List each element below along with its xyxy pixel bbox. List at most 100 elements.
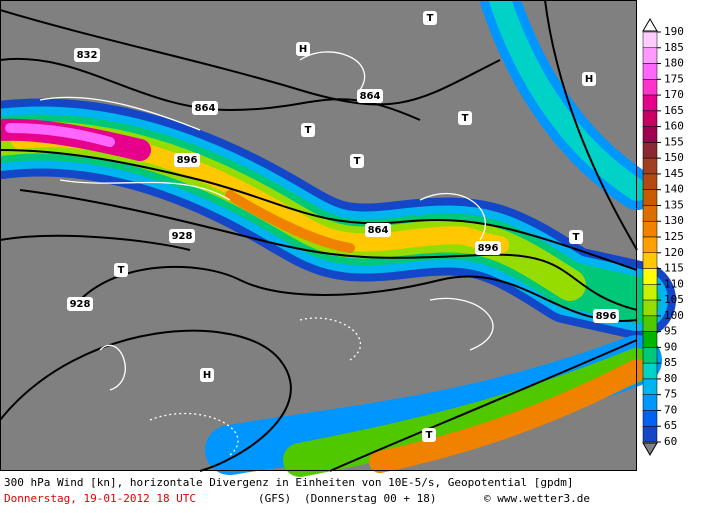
label-box [357,89,383,103]
colorbar-top-arrow [642,18,658,32]
colorbar-segment [642,236,658,254]
contour-label: T [573,232,580,243]
contour-label: 864 [368,225,389,236]
colorbar-label: 145 [664,167,684,180]
colorbar-label: 90 [664,340,677,353]
contour-label: 896 [596,311,617,322]
colorbar-segment [642,252,658,269]
colorbar-label: 175 [664,72,684,85]
label-box [365,223,391,237]
label-box [422,428,436,442]
caption-credit: © www.wetter3.de [484,492,590,505]
colorbar-segment [642,284,658,301]
label-box [296,42,310,56]
label-box [114,263,128,277]
colorbar-segment [642,331,658,348]
contour-label: T [118,265,125,276]
caption-run: (Donnerstag 00 + 18) [304,492,436,505]
colorbar-label: 155 [664,135,684,148]
contour-label: 928 [172,231,193,242]
map: 832 864 864 896 864 896 928 928 896 H H H T T T T T T T [0,0,676,477]
colorbar-segment [642,205,658,222]
colorbar-segment [642,47,658,64]
colorbar-label: 75 [664,388,677,401]
colorbar-label: 110 [664,277,684,290]
colorbar-segment [642,378,658,395]
label-box [200,368,214,382]
label-box [192,101,218,115]
colorbar-label: 190 [664,25,684,38]
colorbar-label: 125 [664,230,684,243]
caption-date: Donnerstag, 19-01-2012 18 UTC [4,492,196,505]
colorbar-segment [642,94,658,112]
label-box [301,123,315,137]
colorbar-segment [642,347,658,364]
contour-label: 864 [195,103,216,114]
colorbar-label: 120 [664,246,684,259]
colorbar-label: 115 [664,262,684,275]
contour-label: T [354,156,361,167]
label-box [350,154,364,168]
caption-line: 300 hPa Wind [kn], horizontale Divergenz… [4,476,574,489]
colorbar-segment [642,157,658,175]
divergence-contours [39,51,494,456]
colorbar-segment [642,189,658,206]
label-box [67,297,93,311]
contour-label: T [462,113,469,124]
colorbar-segment [642,315,658,332]
colorbar-segment [642,31,658,49]
contour-label: T [427,13,434,24]
label-box [169,229,195,243]
map-frame [0,0,637,471]
contour-label: H [203,370,211,381]
colorbar-segment [642,79,658,96]
colorbar-label: 165 [664,104,684,117]
colorbar-segment [642,126,658,143]
colorbar-segment [642,299,658,317]
label-box [423,11,437,25]
colorbar-label: 95 [664,325,677,338]
colorbar-label: 185 [664,41,684,54]
colorbar-segment [642,268,658,285]
contour-label: T [426,430,433,441]
label-box [174,153,200,167]
colorbar-label: 150 [664,151,684,164]
contour-label: H [585,74,593,85]
colorbar-segment [642,110,658,127]
label-box [475,241,501,255]
colorbar-label: 170 [664,88,684,101]
contour-label: 928 [70,299,91,310]
caption-model: (GFS) [258,492,291,505]
contour-label: 864 [360,91,381,102]
colorbar: 190 185 180 175 170 165 160 155 150 145 140 135 130 1… [642,18,684,456]
colorbar-segment [642,425,658,443]
colorbar-label: 70 [664,403,677,416]
label-box [569,230,583,244]
colorbar-label: 100 [664,309,684,322]
colorbar-label: 60 [664,435,677,448]
colorbar-label: 140 [664,183,684,196]
contour-label: T [305,125,312,136]
colorbar-label: 180 [664,57,684,70]
colorbar-label: 130 [664,214,684,227]
colorbar-segment [642,394,658,411]
colorbar-label: 65 [664,419,677,432]
colorbar-label: 85 [664,356,677,369]
label-box [74,48,100,62]
label-box [458,111,472,125]
colorbar-segment [642,220,658,238]
colorbar-segment [642,142,658,159]
colorbar-segment [642,173,658,190]
label-box [593,309,619,323]
label-box [582,72,596,86]
colorbar-label: 105 [664,293,684,306]
geopotential-contours [0,0,638,472]
colorbar-segment [642,63,658,80]
colorbar-label: 80 [664,372,677,385]
colorbar-segment [642,362,658,380]
contour-label: 896 [478,243,499,254]
colorbar-bottom-arrow [642,442,658,456]
colorbar-label: 135 [664,198,684,211]
contour-label: 896 [177,155,198,166]
